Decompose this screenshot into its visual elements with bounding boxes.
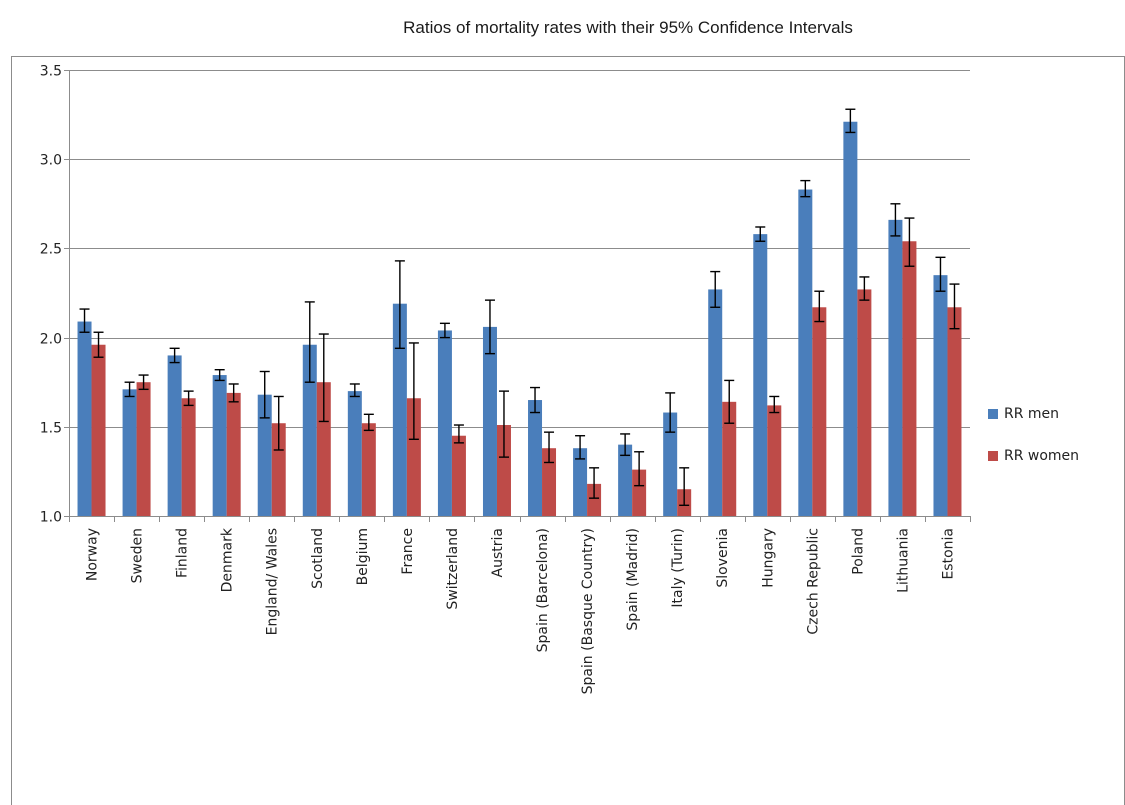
bar-men (843, 121, 858, 517)
y-tick-label: 1.5 (40, 421, 62, 437)
bar-women (226, 392, 241, 516)
x-tick-label: Austria (490, 528, 506, 577)
x-tick-label: Italy (Turin) (670, 528, 686, 608)
bar-men (482, 326, 497, 516)
bar-men (573, 448, 588, 516)
legend-swatch-men (988, 409, 998, 419)
bar-men (347, 391, 362, 516)
x-tick-label: Denmark (220, 527, 236, 592)
bar-women (181, 398, 196, 516)
bar-men (618, 444, 633, 516)
bar-women (902, 241, 917, 516)
bar-men (392, 303, 407, 516)
bar-men (753, 234, 768, 517)
bar-women (542, 448, 557, 516)
bar-women (361, 423, 376, 516)
y-tick-label: 1.0 (40, 510, 62, 526)
bar-women (496, 425, 511, 516)
bar-women (722, 401, 737, 516)
bars (77, 121, 962, 517)
gridlines (69, 70, 970, 428)
x-tick-label: Lithuania (895, 528, 911, 593)
bar-women (451, 435, 466, 516)
legend-swatch-women (988, 451, 998, 461)
bar-men (528, 400, 543, 516)
error-bars (79, 108, 960, 506)
legend-item-men: RR men (988, 404, 1079, 424)
x-tick-label: Slovenia (715, 528, 731, 588)
x-tick-label: Spain (Basque Country) (580, 528, 596, 694)
chart-title: Ratios of mortality rates with their 95%… (403, 18, 853, 37)
bar-women (136, 382, 151, 516)
x-tick-label: Switzerland (445, 528, 461, 610)
bar-men (302, 344, 317, 516)
x-tick-label: Finland (175, 528, 191, 578)
bar-women (857, 289, 872, 516)
bar-women (767, 405, 782, 516)
bar-men (437, 330, 452, 516)
bar-men (708, 289, 723, 516)
y-tick-label: 2.5 (40, 242, 62, 258)
x-tick-label: Estonia (940, 528, 956, 580)
x-tick-label: Spain (Madrid) (625, 528, 641, 631)
bar-men (798, 189, 813, 516)
bar-women (632, 469, 647, 516)
legend-item-women: RR women (988, 446, 1079, 466)
bar-women (587, 483, 602, 516)
y-tick-label: 2.0 (40, 332, 62, 348)
bar-men (167, 355, 182, 516)
bar-men (122, 389, 137, 516)
bar-men (663, 412, 678, 516)
x-axis: Norway Sweden Finland Denmark England/ Wales… (69, 516, 971, 694)
legend-label-women: RR women (1004, 448, 1080, 464)
x-tick-label: France (400, 528, 416, 575)
bar-men (888, 219, 903, 516)
x-tick-label: Czech Republic (805, 528, 821, 635)
x-tick-label: Poland (850, 528, 866, 575)
y-tick-label: 3.5 (40, 64, 62, 80)
x-tick-label: Hungary (760, 528, 776, 588)
bar-women (812, 307, 827, 516)
x-tick-label: Scotland (310, 528, 326, 589)
bar-women (271, 423, 286, 516)
x-tick-label: Belgium (355, 528, 371, 585)
y-tick-label: 3.0 (40, 153, 62, 169)
bar-men (933, 275, 948, 516)
bar-men (77, 321, 92, 516)
bar-men (212, 375, 227, 516)
y-axis: 1.0 1.5 2.0 2.5 3.0 3.5 (40, 64, 970, 526)
x-tick-label: England/ Wales (265, 528, 281, 635)
bar-men (257, 394, 272, 516)
legend-label-men: RR men (1004, 406, 1060, 422)
bar-women (316, 382, 331, 516)
bar-women (406, 398, 421, 516)
bar-women (947, 307, 962, 516)
bar-women (91, 344, 106, 516)
x-tick-label: Sweden (130, 528, 146, 583)
x-tick-label: Norway (85, 528, 101, 581)
legend: RR men RR women (988, 404, 1079, 488)
x-tick-label: Spain (Barcelona) (535, 528, 551, 652)
